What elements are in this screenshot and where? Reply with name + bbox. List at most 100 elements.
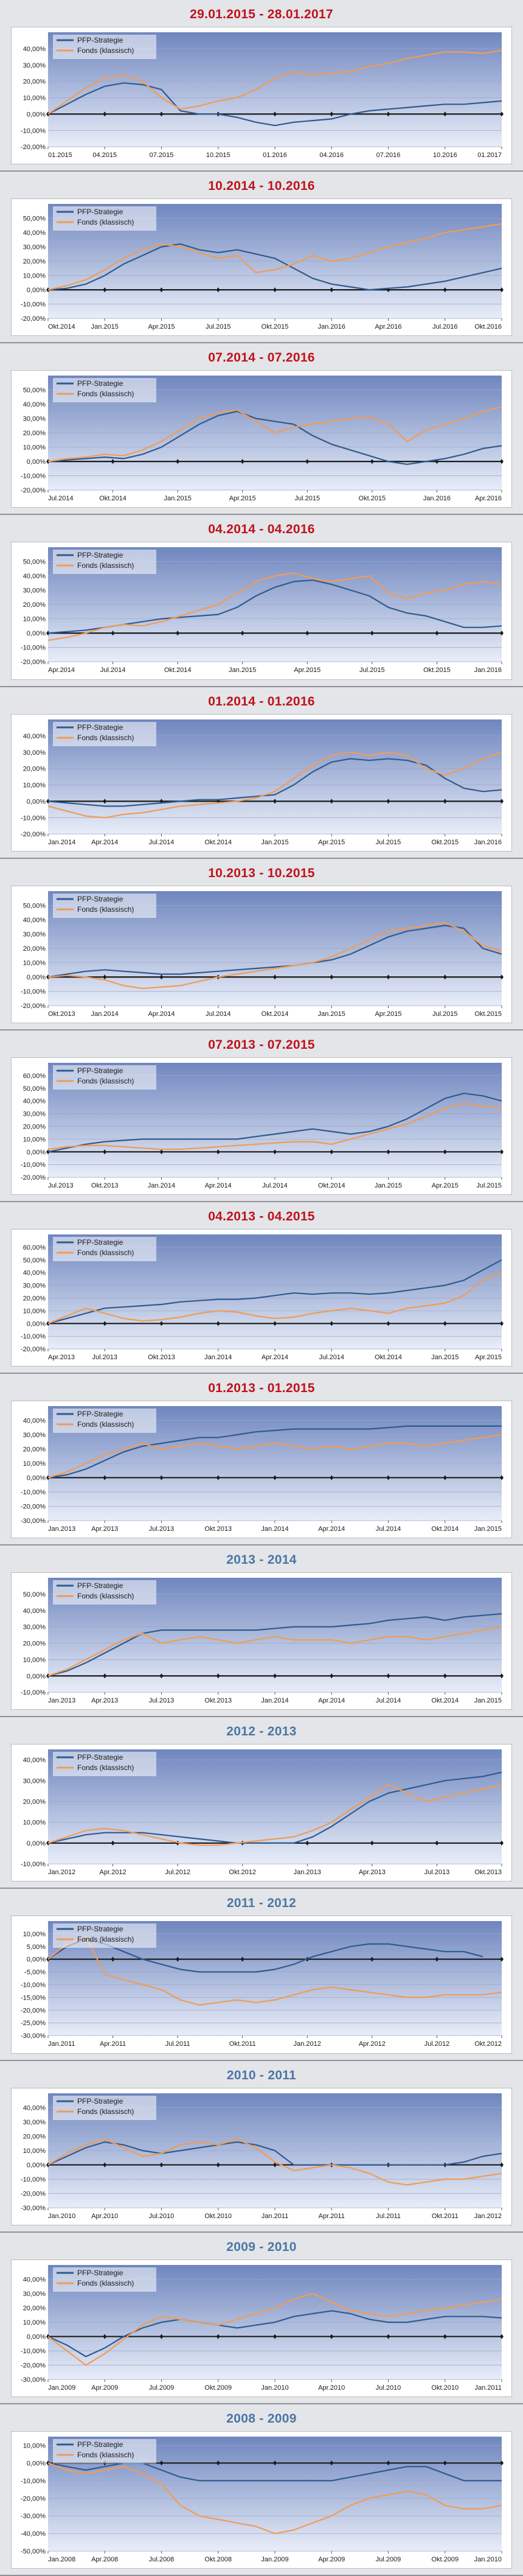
chart-title: 2011 - 2012 — [226, 1896, 297, 1911]
zero-line-marker — [386, 2460, 390, 2466]
zero-line-marker — [273, 974, 277, 979]
zero-line-marker — [443, 798, 447, 803]
zero-line-marker — [111, 459, 115, 464]
zero-line-marker — [159, 1673, 164, 1679]
y-tick-label: -20,00% — [21, 1003, 46, 1010]
zero-line-marker — [370, 631, 374, 636]
y-tick-label: 50,00% — [23, 387, 46, 394]
x-tick-label: Apr.2011 — [100, 2041, 126, 2048]
x-tick-label: Jul.2011 — [165, 2041, 190, 2048]
x-tick-label: Okt.2013 — [204, 1525, 232, 1533]
zero-line-marker — [216, 2162, 220, 2168]
x-tick-label: Okt.2011 — [229, 2041, 256, 2048]
x-tick-label: Jan.2012 — [474, 2213, 502, 2220]
zero-line-marker — [176, 631, 180, 636]
series-line-strategy — [47, 1425, 502, 1479]
series-line-fund — [47, 406, 502, 463]
zero-line-marker — [330, 1673, 334, 1679]
y-tick-label: 10,00% — [23, 782, 46, 789]
x-tick-label: Jan.2011 — [48, 2041, 75, 2048]
y-tick-label: 0,00% — [27, 287, 46, 294]
x-tick-label: Okt.2012 — [229, 1869, 256, 1876]
zero-line-marker — [500, 1673, 504, 1679]
zero-line-marker — [273, 2460, 277, 2466]
x-tick-label: Jul.2015 — [476, 1182, 502, 1189]
chart-frame: -10,00% 0,00% 10,00% 20,00% 30,00% 40,00% Jan.… — [11, 1744, 512, 1882]
zero-line-marker — [46, 1321, 50, 1326]
y-tick-label: 40,00% — [23, 1608, 46, 1615]
zero-line-marker — [443, 1149, 447, 1155]
chart-title: 2009 - 2010 — [226, 2239, 297, 2254]
zero-line-marker — [386, 1321, 390, 1326]
zero-line-marker — [103, 798, 107, 803]
zero-line-marker — [443, 974, 447, 979]
series-line-strategy — [47, 410, 502, 466]
x-tick-label: Okt.2014 — [164, 667, 192, 674]
chart-panel: 10.2014 - 10.2016 -20,00% -10,00% 0,00% 10,0… — [0, 172, 523, 344]
x-tick-label: Okt.2010 — [204, 2213, 232, 2220]
chart-frame: -30,00% -20,00% -10,00% 0,00% 10,00% 20,00% 30… — [11, 2259, 512, 2397]
x-tick-label: Okt.2015 — [431, 839, 459, 846]
x-tick-label: Jan.2014 — [261, 1525, 288, 1533]
y-tick-label: 0,00% — [27, 2333, 46, 2340]
y-tick-label: -20,00% — [21, 2362, 46, 2369]
x-tick-label: Okt.2013 — [474, 1869, 502, 1876]
series-line-strategy — [47, 924, 502, 978]
zero-line-marker — [500, 1957, 504, 1962]
legend-box — [53, 35, 156, 59]
x-tick-label: Jan.2013 — [48, 1697, 75, 1704]
y-tick-label: -30,00% — [21, 2205, 46, 2212]
zero-line-marker — [305, 1841, 310, 1846]
x-tick-label: Apr.2013 — [48, 1354, 75, 1361]
y-tick-label: 0,00% — [27, 2460, 46, 2467]
zero-line-marker — [500, 798, 504, 803]
y-tick-label: -20,00% — [21, 1503, 46, 1511]
x-tick-label: Apr.2013 — [91, 1697, 118, 1704]
x-tick-label: Apr.2011 — [319, 2213, 345, 2220]
y-tick-label: -30,00% — [21, 2033, 46, 2040]
x-tick-label: Jan.2015 — [375, 1182, 402, 1189]
x-tick-label: Apr.2008 — [91, 2556, 118, 2563]
y-tick-label: 20,00% — [23, 258, 46, 265]
chart-frame: -20,00% -10,00% 0,00% 10,00% 20,00% 30,00% 40,… — [11, 370, 512, 508]
zero-line-marker — [273, 2334, 277, 2339]
chart-title: 2010 - 2011 — [226, 2068, 297, 2082]
zero-line-marker — [273, 287, 277, 293]
y-tick-label: 50,00% — [23, 559, 46, 566]
zero-line-marker — [305, 631, 310, 636]
series-line-fund — [47, 2138, 502, 2186]
legend-box — [53, 1580, 156, 1605]
zero-line-marker — [159, 1149, 164, 1155]
legend-label: PFP-Strategie — [77, 1925, 123, 1933]
y-tick-label: 40,00% — [23, 46, 46, 53]
legend-label: PFP-Strategie — [77, 895, 123, 903]
legend-box — [53, 2267, 156, 2292]
x-tick-label: Jul.2008 — [149, 2556, 175, 2563]
x-tick-label: Jan.2008 — [48, 2556, 75, 2563]
zero-line-marker — [500, 1841, 504, 1846]
chart-panel: 2008 - 2009 -50,00% -40,00% -30,00% -20,00% -… — [0, 2404, 523, 2576]
y-tick-label: 40,00% — [23, 401, 46, 408]
chart-title: 07.2013 - 07.2015 — [208, 1037, 315, 1052]
zero-line-marker — [46, 798, 50, 803]
y-tick-label: -20,00% — [21, 2495, 46, 2502]
x-tick-label: Jul.2015 — [206, 323, 231, 331]
x-tick-label: Apr.2013 — [359, 1869, 386, 1876]
zero-line-marker — [500, 2334, 504, 2339]
legend-label: Fonds (klassisch) — [77, 218, 134, 226]
y-tick-label: -10,00% — [21, 2477, 46, 2485]
legend-label: PFP-Strategie — [77, 2097, 123, 2105]
zero-line-marker — [443, 111, 447, 117]
chart-panel: 07.2014 - 07.2016 -20,00% -10,00% 0,00% 10,0… — [0, 343, 523, 516]
x-tick-label: Okt.2015 — [359, 495, 386, 502]
y-tick-label: 20,00% — [23, 2305, 46, 2312]
zero-line-marker — [46, 1841, 50, 1846]
series-line-fund — [47, 223, 502, 291]
y-tick-label: 0,00% — [27, 1320, 46, 1328]
legend-label: PFP-Strategie — [77, 551, 123, 559]
x-tick-label: Apr.2014 — [318, 1697, 345, 1704]
zero-line-marker — [330, 2460, 334, 2466]
y-tick-label: 10,00% — [23, 1657, 46, 1664]
y-tick-label: -20,00% — [21, 1346, 46, 1353]
line-chart: -20,00% -10,00% 0,00% 10,00% 20,00% 30,00% 40,… — [21, 891, 504, 1018]
